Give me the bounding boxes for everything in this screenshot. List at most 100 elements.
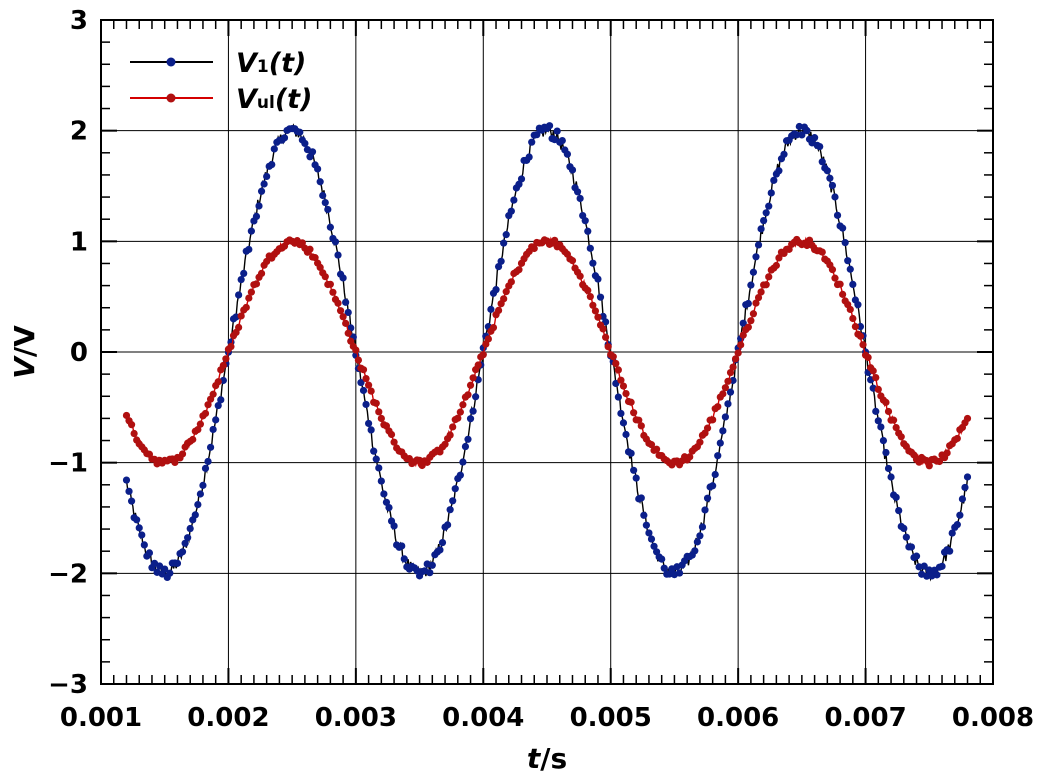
data-point <box>387 430 396 439</box>
data-point <box>963 473 972 481</box>
data-point <box>874 385 882 394</box>
data-point <box>935 457 944 466</box>
data-point <box>357 378 365 387</box>
data-point <box>487 305 495 313</box>
data-point <box>675 569 684 577</box>
x-tick-label: 0.002 <box>187 703 269 733</box>
data-point <box>630 466 638 474</box>
data-point <box>235 291 243 299</box>
data-point <box>658 555 666 563</box>
data-point <box>484 335 492 343</box>
x-tick-labels: 0.001 0.002 0.003 0.004 0.005 0.006 0.007 0.008 <box>60 703 1034 733</box>
data-point <box>390 522 398 530</box>
data-point <box>632 474 640 482</box>
data-point <box>365 419 373 428</box>
data-point <box>642 521 650 529</box>
data-point <box>851 322 859 331</box>
data-point <box>390 438 398 446</box>
data-point <box>747 317 755 325</box>
data-point <box>721 384 730 392</box>
data-point <box>803 127 811 135</box>
data-point <box>589 259 597 267</box>
data-point <box>515 266 523 274</box>
data-point <box>306 245 314 253</box>
data-point <box>709 416 717 424</box>
data-point <box>627 398 635 406</box>
data-point <box>856 332 865 340</box>
data-point <box>596 293 605 301</box>
data-point <box>380 490 388 498</box>
data-point <box>334 299 342 307</box>
data-point <box>619 419 628 427</box>
data-point <box>204 457 212 466</box>
data-point <box>586 292 594 301</box>
data-point <box>217 396 225 404</box>
data-point <box>449 497 457 505</box>
grid <box>101 20 993 684</box>
data-point <box>900 524 908 533</box>
data-point <box>497 257 505 265</box>
data-point <box>466 381 475 389</box>
data-point <box>854 301 862 309</box>
data-point <box>492 286 500 294</box>
data-point <box>365 381 373 389</box>
data-point <box>594 313 602 321</box>
data-point <box>568 166 577 174</box>
series-v1 <box>122 122 972 582</box>
data-point <box>831 193 839 201</box>
data-point <box>178 450 187 458</box>
data-point <box>892 423 900 432</box>
data-point <box>749 268 758 276</box>
data-point <box>247 288 255 296</box>
legend-marker-v1 <box>166 57 176 67</box>
data-point <box>612 379 620 388</box>
data-point <box>494 306 503 315</box>
data-point <box>199 481 207 489</box>
data-point <box>331 238 340 246</box>
data-point <box>869 367 877 375</box>
data-point <box>594 275 602 283</box>
data-point <box>581 217 589 225</box>
data-point <box>754 293 763 302</box>
y-tick-label: 2 <box>70 117 88 147</box>
data-point <box>446 506 454 514</box>
data-point <box>367 387 375 395</box>
y-tick-label: −2 <box>48 559 88 589</box>
data-point <box>576 272 584 280</box>
data-point <box>464 391 472 399</box>
data-point <box>122 476 131 484</box>
data-point <box>765 273 773 281</box>
data-point <box>377 477 385 485</box>
data-point <box>576 194 584 203</box>
data-point <box>127 421 136 429</box>
legend-label-vul: Vul(t) <box>236 84 312 115</box>
data-point <box>731 355 740 363</box>
data-point <box>446 431 454 439</box>
y-tick-label: −3 <box>48 670 88 700</box>
data-point <box>627 449 635 457</box>
data-point <box>573 188 582 196</box>
data-point <box>765 202 773 210</box>
data-point <box>237 275 245 284</box>
data-point <box>459 458 467 466</box>
data-point <box>268 160 276 169</box>
data-point <box>938 562 946 570</box>
legend: V1(t) Vul(t) <box>130 48 312 115</box>
data-point <box>856 322 865 331</box>
data-point <box>652 445 661 453</box>
data-point <box>235 323 243 331</box>
data-point <box>752 253 760 261</box>
data-point <box>326 280 334 288</box>
data-point <box>334 251 342 259</box>
data-point <box>354 356 363 364</box>
data-point <box>846 305 854 314</box>
data-point <box>362 374 370 383</box>
data-point <box>726 388 735 396</box>
y-tick-label: −1 <box>48 449 88 479</box>
data-point <box>584 227 592 235</box>
data-point <box>897 433 905 441</box>
data-point <box>201 464 210 472</box>
data-point <box>816 142 824 151</box>
y-tick-label: 0 <box>70 338 88 368</box>
data-point <box>296 128 304 136</box>
